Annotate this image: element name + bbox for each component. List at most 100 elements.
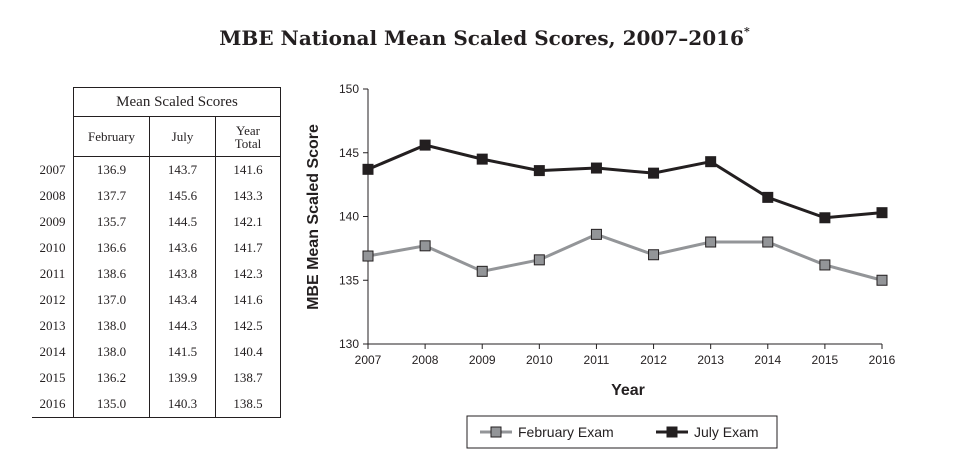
- series-line: [367, 143, 883, 220]
- x-tick-label: 2008: [412, 353, 439, 367]
- data-point: [419, 139, 431, 151]
- data-point: [876, 207, 888, 219]
- scores-table: Mean Scaled Scores February July Year To…: [32, 87, 281, 418]
- table-row: 2009 135.7 144.5 142.1: [32, 208, 281, 235]
- x-tick-label: 2013: [697, 353, 724, 367]
- legend-swatch-marker: [666, 426, 678, 438]
- cell-july: 139.9: [149, 364, 216, 391]
- row-year: 2010: [39, 239, 66, 255]
- table-row: 2011 138.6 143.8 142.3: [32, 260, 281, 287]
- cell-july: 143.4: [149, 286, 216, 313]
- col-header-february: February: [73, 116, 150, 157]
- table-body: 2007 136.9 143.7 141.6 2008 137.7 145.6 143.3 20…: [32, 156, 281, 418]
- cell-year-total: 138.5: [215, 390, 281, 418]
- cell-year-total: 142.5: [215, 312, 281, 339]
- table-row: 2008 137.7 145.6 143.3: [32, 182, 281, 209]
- legend-label: February Exam: [518, 424, 614, 440]
- data-point: [819, 212, 831, 224]
- table-row: 2013 138.0 144.3 142.5: [32, 312, 281, 339]
- data-point: [533, 165, 545, 177]
- x-tick-label: 2007: [355, 353, 382, 367]
- series-february: [362, 228, 888, 286]
- data-point: [362, 163, 374, 175]
- legend-label: July Exam: [694, 424, 759, 440]
- cell-july: 143.8: [149, 260, 216, 287]
- table-row: 2015 136.2 139.9 138.7: [32, 364, 281, 391]
- cell-february: 137.0: [73, 286, 150, 313]
- x-axis-label: Year: [611, 382, 645, 399]
- data-point: [762, 236, 774, 248]
- cell-february: 138.0: [73, 312, 150, 339]
- series-july: [362, 139, 888, 224]
- cell-july: 143.7: [149, 156, 216, 183]
- x-tick-label: 2012: [640, 353, 667, 367]
- cell-february: 137.7: [73, 182, 150, 209]
- series-line: [367, 232, 883, 282]
- y-tick-label: 140: [339, 210, 359, 224]
- data-point: [705, 156, 717, 168]
- row-year: 2013: [39, 317, 66, 333]
- data-point: [590, 228, 602, 240]
- x-tick-label: 2014: [754, 353, 781, 367]
- cell-february: 135.7: [73, 208, 150, 235]
- row-year: 2011: [39, 265, 66, 281]
- cell-year-total: 138.7: [215, 364, 281, 391]
- x-tick-label: 2010: [526, 353, 553, 367]
- table-group-header: Mean Scaled Scores: [73, 87, 281, 117]
- cell-year-total: 141.6: [215, 156, 281, 183]
- y-axis-label: MBE Mean Scaled Score: [305, 124, 322, 310]
- cell-july: 144.5: [149, 208, 216, 235]
- cell-february: 136.9: [73, 156, 150, 183]
- col-header-year-total: Year Total: [215, 116, 281, 157]
- row-year: 2016: [32, 390, 74, 418]
- table-row: 2014 138.0 141.5 140.4: [32, 338, 281, 365]
- data-point: [648, 249, 660, 261]
- cell-july: 143.6: [149, 234, 216, 261]
- cell-february: 138.6: [73, 260, 150, 287]
- cell-year-total: 140.4: [215, 338, 281, 365]
- cell-february: 136.6: [73, 234, 150, 261]
- legend-box: [466, 415, 778, 449]
- row-year: 2009: [39, 213, 66, 229]
- data-point: [476, 153, 488, 165]
- y-tick-label: 150: [339, 82, 359, 96]
- cell-year-total: 143.3: [215, 182, 281, 209]
- data-point: [419, 240, 431, 252]
- cell-february: 135.0: [73, 390, 150, 418]
- data-point: [876, 274, 888, 286]
- data-point: [762, 191, 774, 203]
- chart-axes: 130 135 140 145 150 2007 2008 2009 2010 2011 2012 2…: [339, 82, 896, 367]
- col-header-july: July: [149, 116, 216, 157]
- cell-year-total: 142.3: [215, 260, 281, 287]
- data-point: [648, 167, 660, 179]
- x-tick-label: 2011: [584, 353, 610, 367]
- row-year: 2007: [39, 161, 66, 177]
- cell-year-total: 142.1: [215, 208, 281, 235]
- y-tick-label: 145: [339, 146, 359, 160]
- cell-july: 141.5: [149, 338, 216, 365]
- cell-year-total: 141.7: [215, 234, 281, 261]
- x-tick-label: 2016: [869, 353, 896, 367]
- data-point: [362, 250, 374, 262]
- table-row: 2012 137.0 143.4 141.6: [32, 286, 281, 313]
- y-tick-label: 135: [339, 273, 359, 287]
- chart-legend: February Exam July Exam: [466, 415, 778, 449]
- legend-swatch-marker: [490, 426, 502, 438]
- row-year: 2012: [39, 291, 66, 307]
- table-row: 2016 135.0 140.3 138.5: [32, 390, 281, 418]
- cell-year-total: 141.6: [215, 286, 281, 313]
- chart-title: MBE National Mean Scaled Scores, 2007–20…: [219, 25, 750, 50]
- data-point: [819, 259, 831, 271]
- col-header-year-total-text: Year Total: [234, 122, 262, 151]
- x-tick-label: 2015: [812, 353, 839, 367]
- cell-february: 136.2: [73, 364, 150, 391]
- cell-july: 144.3: [149, 312, 216, 339]
- table-row: 2007 136.9 143.7 141.6: [32, 156, 281, 183]
- row-year: 2014: [39, 343, 66, 359]
- x-tick-label: 2009: [469, 353, 496, 367]
- cell-july: 145.6: [149, 182, 216, 209]
- cell-july: 140.3: [149, 390, 216, 418]
- data-point: [590, 162, 602, 174]
- cell-february: 138.0: [73, 338, 150, 365]
